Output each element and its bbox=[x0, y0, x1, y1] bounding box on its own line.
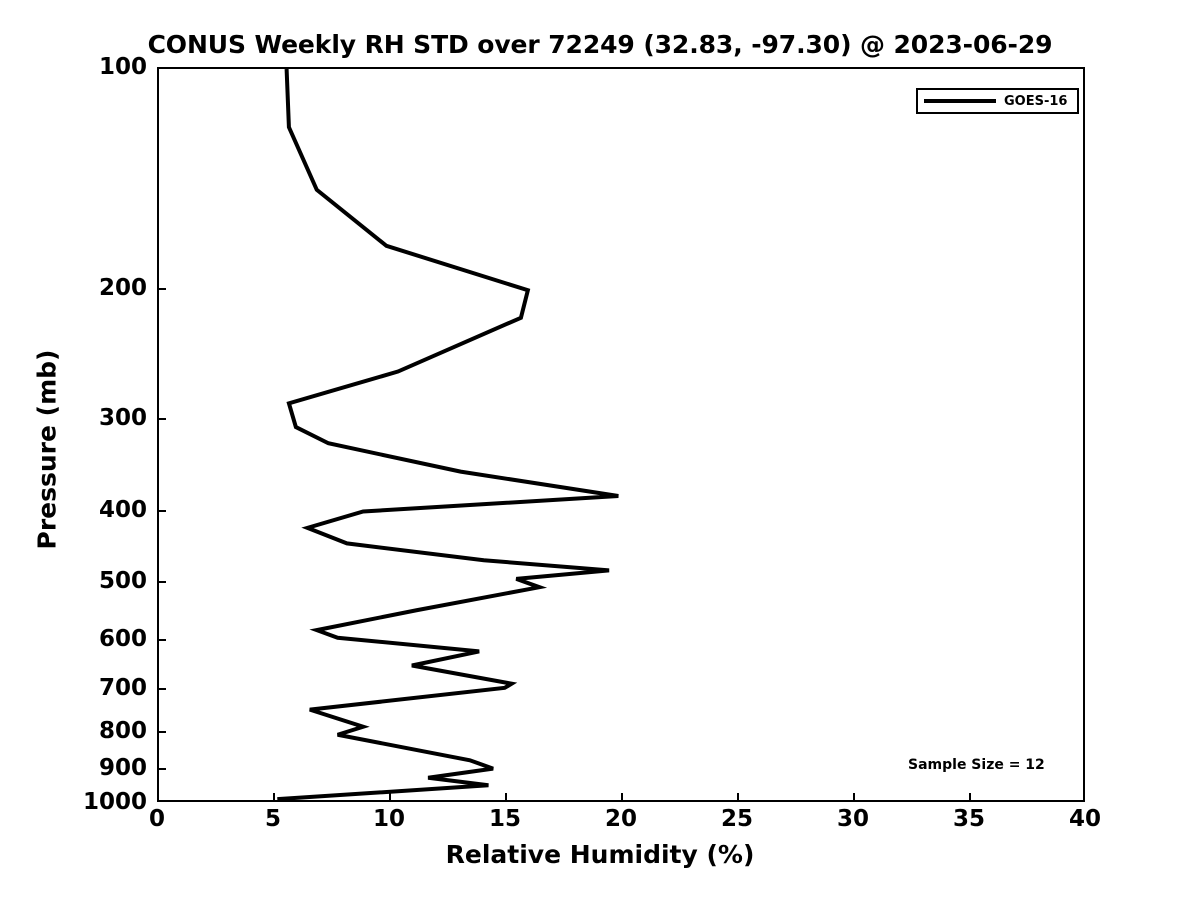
y-tick-mark bbox=[157, 768, 166, 771]
y-tick-label: 500 bbox=[98, 567, 147, 594]
x-tick-mark bbox=[621, 793, 623, 802]
y-tick-label: 1000 bbox=[82, 789, 147, 815]
x-tick-label: 0 bbox=[148, 806, 166, 832]
sample-size-annotation: Sample Size = 12 bbox=[908, 757, 1045, 773]
x-tick-label: 30 bbox=[836, 806, 870, 832]
x-tick-label: 40 bbox=[1068, 806, 1102, 832]
y-tick-label: 100 bbox=[98, 54, 147, 80]
y-tick-mark bbox=[157, 730, 166, 733]
plot-area bbox=[157, 67, 1085, 802]
x-tick-mark bbox=[969, 793, 971, 802]
series-line-goes-16 bbox=[277, 68, 619, 802]
legend-line-swatch bbox=[924, 99, 996, 103]
y-tick-mark bbox=[157, 580, 166, 583]
x-tick-mark bbox=[737, 793, 739, 802]
y-axis-label: Pressure (mb) bbox=[32, 349, 62, 550]
y-tick-label: 700 bbox=[98, 675, 147, 702]
y-tick-mark bbox=[157, 417, 166, 420]
x-axis-label: Relative Humidity (%) bbox=[445, 840, 755, 869]
x-tick-label: 15 bbox=[488, 806, 522, 832]
data-series-svg bbox=[277, 68, 619, 802]
x-tick-label: 10 bbox=[372, 806, 406, 832]
y-tick-mark bbox=[157, 288, 166, 291]
x-tick-label: 20 bbox=[604, 806, 638, 832]
x-tick-mark bbox=[853, 793, 855, 802]
y-tick-mark bbox=[157, 509, 166, 512]
y-tick-label: 400 bbox=[98, 496, 147, 523]
y-tick-label: 800 bbox=[98, 717, 147, 744]
y-tick-mark bbox=[157, 638, 166, 641]
x-tick-mark bbox=[389, 793, 391, 802]
legend: GOES-16 bbox=[916, 88, 1079, 114]
legend-label-goes-16: GOES-16 bbox=[1004, 93, 1068, 109]
y-tick-mark bbox=[157, 688, 166, 691]
x-tick-mark bbox=[273, 793, 275, 802]
page-title: CONUS Weekly RH STD over 72249 (32.83, -… bbox=[147, 30, 1053, 59]
y-tick-label: 200 bbox=[98, 275, 147, 302]
y-tick-label: 600 bbox=[98, 625, 147, 652]
y-tick-label: 900 bbox=[98, 755, 147, 782]
x-tick-label: 25 bbox=[720, 806, 754, 832]
y-tick-label: 300 bbox=[98, 404, 147, 431]
x-tick-label: 5 bbox=[264, 806, 282, 832]
x-tick-mark bbox=[505, 793, 507, 802]
x-tick-label: 35 bbox=[952, 806, 986, 832]
